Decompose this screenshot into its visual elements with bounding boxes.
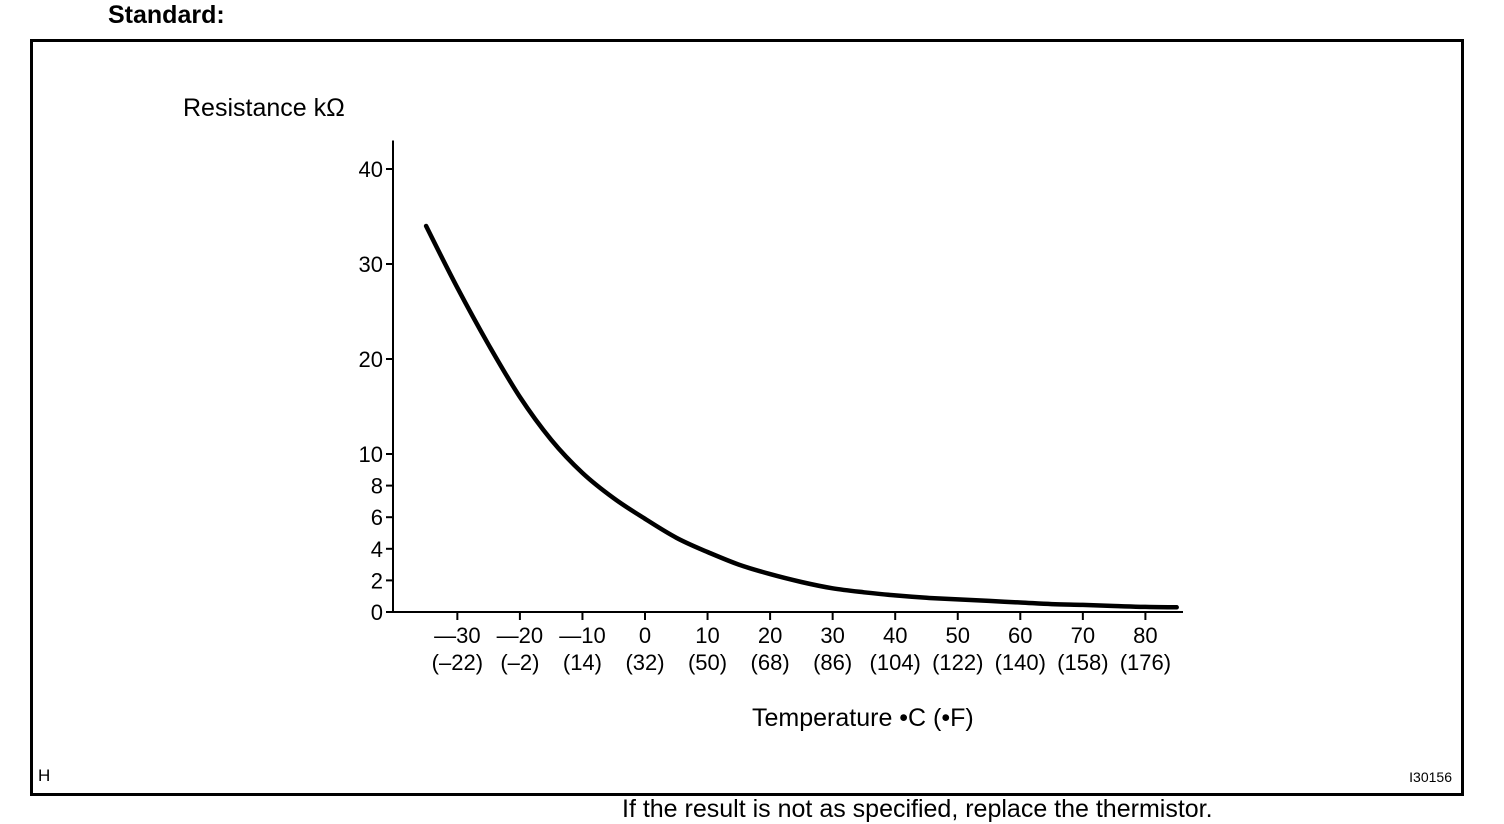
y-tick-label: 0 — [371, 600, 383, 625]
y-tick-label: 2 — [371, 568, 383, 593]
x-tick-label-fahrenheit: (68) — [751, 650, 790, 675]
x-tick-label-fahrenheit: (–22) — [432, 650, 483, 675]
x-tick-label-celsius: 60 — [1008, 623, 1032, 648]
y-tick-label: 40 — [359, 157, 383, 182]
y-ticks: 0 2 4 6 8 10 20 30 40 — [359, 157, 393, 625]
x-tick-label-fahrenheit: (158) — [1057, 650, 1108, 675]
x-tick-label-fahrenheit: (50) — [688, 650, 727, 675]
section-heading: Standard: — [108, 1, 225, 29]
x-tick-label-celsius: 20 — [758, 623, 782, 648]
y-tick-label: 20 — [359, 347, 383, 372]
x-tick-label-celsius: 0 — [639, 623, 651, 648]
x-tick-label-fahrenheit: (14) — [563, 650, 602, 675]
chart-axes — [392, 140, 1183, 613]
series-line — [423, 223, 1179, 610]
x-tick-label-fahrenheit: (–2) — [500, 650, 539, 675]
y-axis-label: Resistance kΩ — [183, 94, 345, 122]
x-tick-label-fahrenheit: (122) — [932, 650, 983, 675]
x-tick-label-celsius: 30 — [820, 623, 844, 648]
x-tick-label-celsius: 70 — [1071, 623, 1095, 648]
x-tick-label-celsius: —20 — [497, 623, 543, 648]
instruction-text: If the result is not as specified, repla… — [622, 795, 1213, 823]
y-tick-label: 6 — [371, 505, 383, 530]
x-tick-label-celsius: 80 — [1133, 623, 1157, 648]
x-tick-label-celsius: 40 — [883, 623, 907, 648]
y-tick-label: 10 — [359, 442, 383, 467]
x-tick-label-celsius: —10 — [559, 623, 605, 648]
x-tick-label-fahrenheit: (86) — [813, 650, 852, 675]
figure-frame — [30, 39, 1464, 796]
x-tick-label-celsius: 50 — [946, 623, 970, 648]
x-tick-label-celsius: —30 — [434, 623, 480, 648]
x-tick-label-celsius: 10 — [695, 623, 719, 648]
y-tick-label: 4 — [371, 537, 383, 562]
x-tick-label-fahrenheit: (104) — [870, 650, 921, 675]
resistance-temperature-chart: Resistance kΩ Temperature •C (•F) 0 2 4 6 8 1… — [183, 94, 1183, 732]
y-tick-label: 8 — [371, 474, 383, 499]
y-tick-label: 30 — [359, 252, 383, 277]
x-tick-label-fahrenheit: (176) — [1120, 650, 1171, 675]
corner-mark-left: H — [38, 766, 51, 785]
x-tick-label-fahrenheit: (140) — [995, 650, 1046, 675]
figure-id: I30156 — [1409, 769, 1452, 785]
x-ticks: —30(–22) —20(–2) —10(14) 0(32) 10(50) 20(68) 3… — [432, 612, 1171, 675]
x-tick-label-fahrenheit: (32) — [625, 650, 664, 675]
x-axis-label: Temperature •C (•F) — [752, 704, 974, 732]
